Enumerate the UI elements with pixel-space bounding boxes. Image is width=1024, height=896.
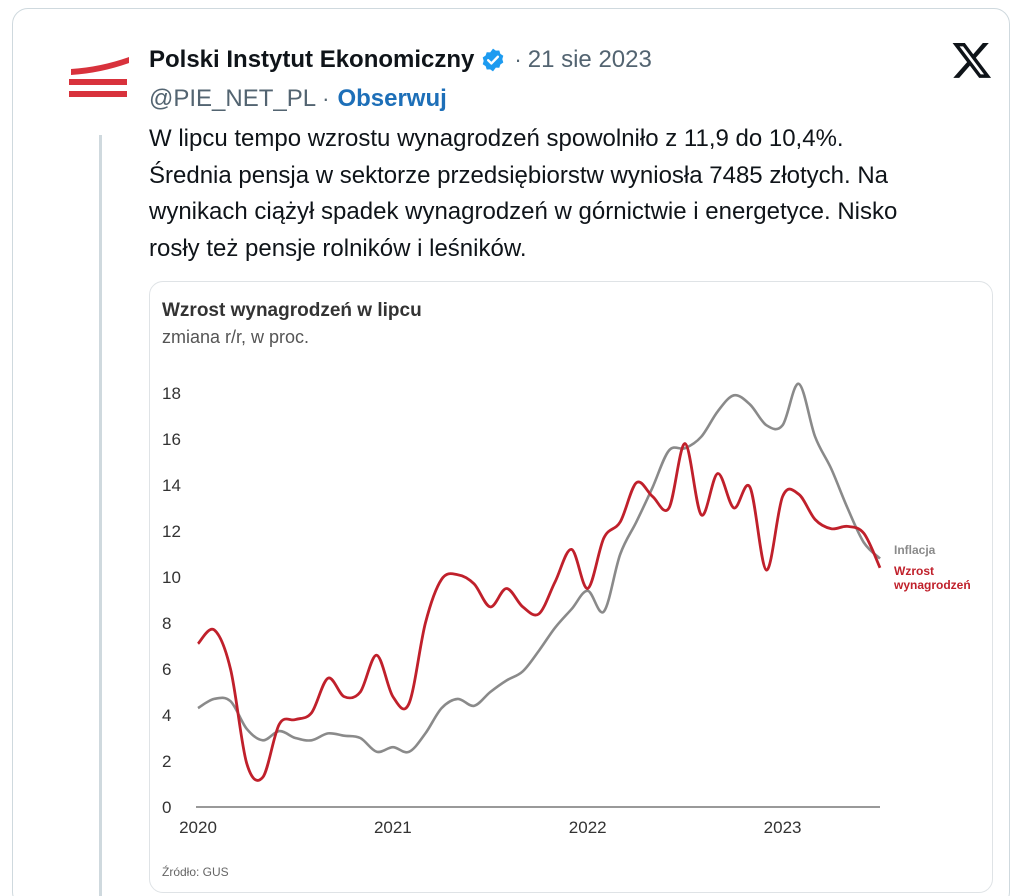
pie-logo[interactable] (67, 55, 129, 107)
wage-growth-line (196, 442, 882, 782)
y-tick-label: 2 (162, 752, 171, 771)
chart-subtitle: zmiana r/r, w proc. (162, 327, 309, 347)
y-tick-label: 14 (162, 476, 181, 495)
wage-chart: Wzrost wynagrodzeń w lipcu zmiana r/r, w… (162, 300, 971, 879)
y-tick-label: 8 (162, 614, 171, 633)
x-logo-icon[interactable] (951, 39, 993, 81)
handle-row: @PIE_NET_PL · Obserwuj (149, 83, 447, 115)
tweet-header: Polski Instytut Ekonomiczny · 21 sie 202… (149, 43, 652, 77)
author-name[interactable]: Polski Instytut Ekonomiczny (149, 46, 475, 73)
tweet-text-line: W lipcu tempo wzrostu wynagrodzeń spowol… (149, 125, 844, 152)
verified-badge-icon (483, 48, 504, 72)
chart-image[interactable]: Wzrost wynagrodzeń w lipcu zmiana r/r, w… (149, 281, 993, 893)
y-tick-label: 10 (162, 568, 181, 587)
tweet-text-line: wynikach ciążył spadek wynagrodzeń w gór… (149, 198, 898, 225)
chart-title: Wzrost wynagrodzeń w lipcu (162, 300, 422, 321)
tweet-text: W lipcu tempo wzrostu wynagrodzeń spowol… (149, 121, 1009, 267)
x-tick-label: 2021 (374, 818, 412, 837)
separator-dot: · (322, 86, 330, 111)
y-tick-label: 0 (162, 798, 171, 817)
x-tick-label: 2020 (179, 818, 217, 837)
y-tick-label: 12 (162, 522, 181, 541)
x-tick-label: 2023 (764, 818, 802, 837)
follow-button[interactable]: Obserwuj (337, 85, 447, 112)
chart-source: Źródło: GUS (162, 864, 229, 879)
legend-inflation: Inflacja (894, 543, 936, 557)
y-tick-label: 16 (162, 430, 181, 449)
separator-dot: · (514, 47, 522, 72)
inflation-line (197, 382, 881, 754)
author-handle[interactable]: @PIE_NET_PL (149, 85, 317, 112)
tweet-text-line: Średnia pensja w sektorze przedsiębiorst… (149, 161, 889, 189)
thread-line (99, 135, 102, 896)
tweet-text-line: rosły też pensje rolników i leśników. (149, 234, 527, 262)
y-tick-label: 18 (162, 384, 181, 403)
y-tick-label: 6 (162, 660, 171, 679)
legend-wage-growth: Wzrost wynagrodzeń (893, 564, 971, 592)
tweet-card: Polski Instytut Ekonomiczny · 21 sie 202… (12, 8, 1010, 896)
x-tick-label: 2022 (569, 818, 607, 837)
tweet-date[interactable]: 21 sie 2023 (527, 46, 652, 73)
y-tick-label: 4 (162, 706, 171, 725)
